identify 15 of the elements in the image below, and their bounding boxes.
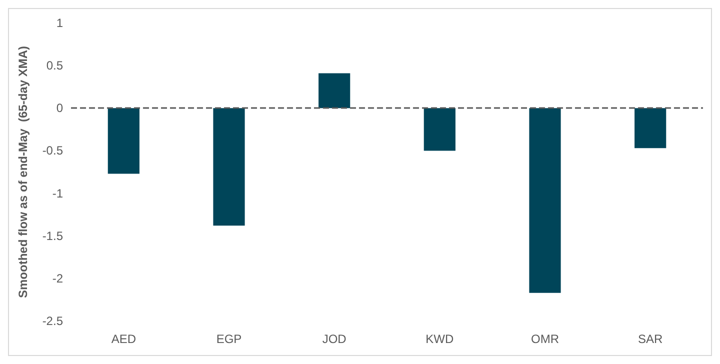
y-axis-title: Smoothed flow as of end-May (65-day XMA) bbox=[16, 46, 30, 298]
y-tick-label: -1 bbox=[52, 186, 64, 200]
x-tick-label: AED bbox=[111, 332, 136, 346]
y-tick-label: -2.5 bbox=[42, 314, 64, 328]
x-tick-label: EGP bbox=[216, 332, 242, 346]
x-tick-label: JOD bbox=[322, 332, 347, 346]
x-tick-label: OMR bbox=[531, 332, 560, 346]
y-tick-label: 0.5 bbox=[46, 58, 64, 73]
y-tick-label: -0.5 bbox=[42, 144, 64, 158]
x-tick-label: SAR bbox=[638, 332, 663, 346]
y-tick-label: 0 bbox=[56, 101, 64, 116]
x-tick-label: KWD bbox=[426, 332, 454, 346]
y-tick-label: 1 bbox=[56, 16, 64, 30]
y-tick-label: -2 bbox=[52, 271, 64, 286]
y-tick-label: -1.5 bbox=[42, 228, 64, 243]
